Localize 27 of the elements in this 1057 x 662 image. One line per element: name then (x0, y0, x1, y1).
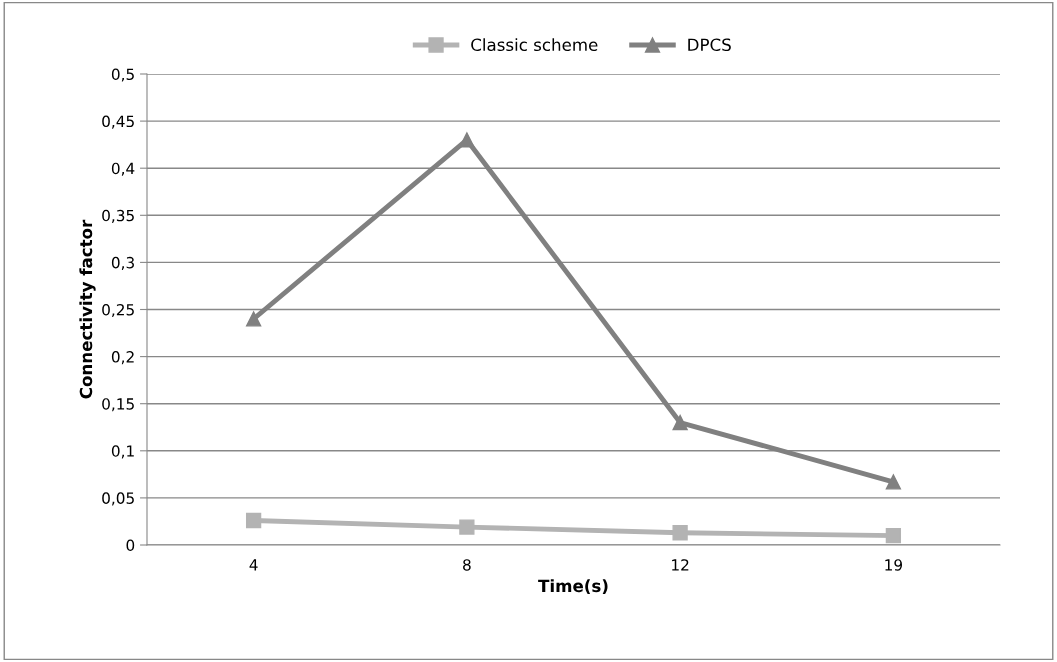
x-tick-label: 12 (672, 559, 689, 571)
y-tick-label: 0,15 (102, 398, 134, 412)
x-tick-label: 4 (249, 559, 258, 571)
point (885, 474, 902, 490)
x-tick-label: 8 (463, 559, 471, 571)
y-tick-label: 0,45 (102, 115, 134, 129)
y-axis-title: Connectivity factor (79, 219, 96, 399)
y-tick-label: 0 (126, 539, 135, 552)
point (672, 414, 688, 431)
y-tick-label: 0,5 (111, 68, 134, 82)
point (245, 512, 262, 529)
point (245, 311, 262, 327)
y-tick-label: 0,25 (102, 303, 134, 318)
y-tick-label: 0,35 (102, 209, 134, 223)
point (459, 519, 475, 535)
y-tick-label: 0,05 (102, 492, 134, 506)
y-tick-label: 0,4 (111, 162, 135, 176)
point (672, 525, 688, 541)
y-tick-label: 0,2 (111, 351, 134, 365)
y-tick-label: 0,1 (111, 445, 134, 459)
point (459, 132, 475, 148)
y-tick-label: 0,3 (111, 256, 134, 270)
legend-label: DPCS (688, 38, 731, 52)
legend-label: Classic scheme (471, 38, 598, 52)
x-axis-title: Time(s) (538, 579, 608, 595)
x-tick-label: 19 (885, 559, 903, 571)
point (885, 527, 902, 544)
